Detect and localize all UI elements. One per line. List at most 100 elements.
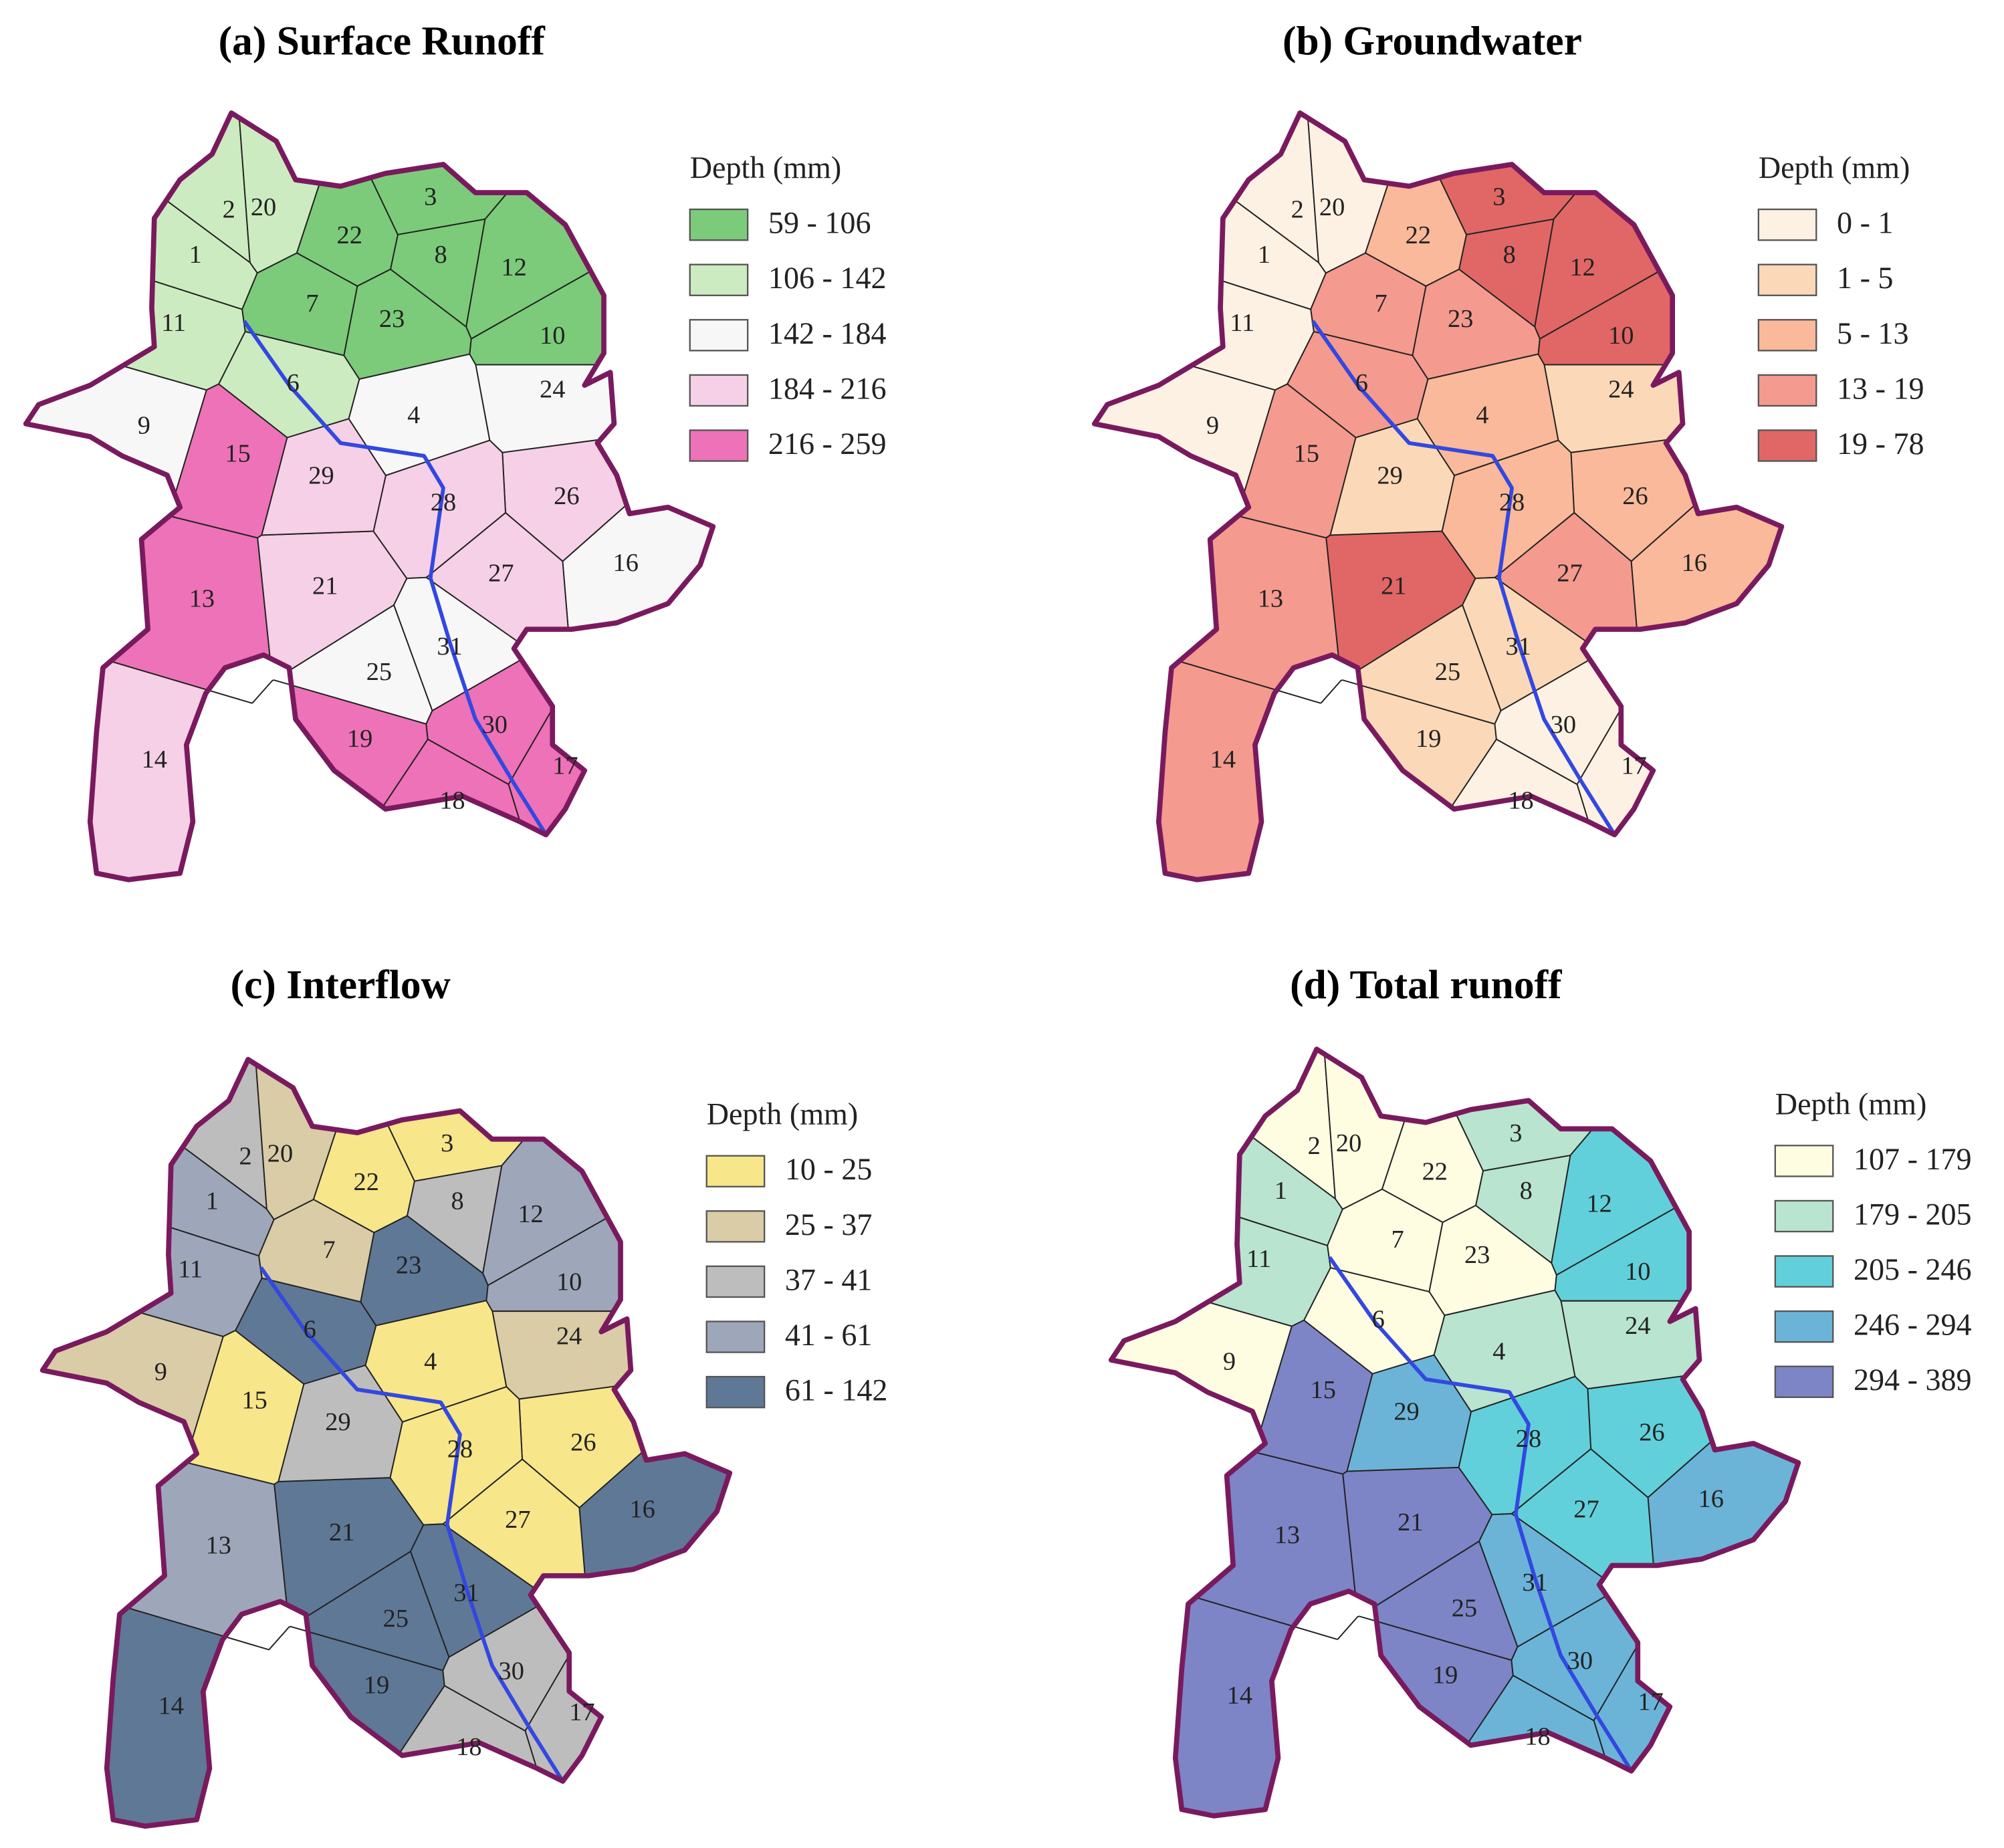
legend-swatch [689,263,749,296]
legend-title: Depth (mm) [707,1097,859,1131]
subbasin-label: 28 [1516,1425,1541,1453]
subbasin-label: 4 [1476,401,1488,429]
subbasin-label: 26 [570,1429,596,1457]
map-panel: 12 34678910111213141516171819202122232425… [1091,110,1924,883]
subbasin [89,661,253,881]
subbasin-label: 24 [1608,376,1634,404]
subbasin-label: 18 [1508,786,1533,814]
basin-outline [1091,110,1785,883]
subbasin-label: 19 [364,1671,389,1700]
subbasin-label: 9 [1206,411,1219,439]
legend-label: 246 - 294 [1854,1308,1972,1342]
legend-label: 106 - 142 [768,261,887,295]
subbasin [1157,661,1321,881]
subbasin-label: 1 [189,241,202,269]
subbasin-label: 30 [1551,711,1576,739]
legend-swatch [1774,1365,1834,1398]
subbasin-label: 17 [569,1698,594,1726]
legend-label: 37 - 41 [785,1262,873,1296]
subbasin-label: 11 [178,1255,203,1283]
legend-label: 0 - 1 [1837,206,1893,240]
legend-swatch [705,1320,766,1353]
subbasin-label: 4 [407,401,420,429]
subbasin-label: 10 [1608,322,1634,350]
legend-label: 10 - 25 [785,1152,873,1186]
basin-outline [1108,1046,1801,1819]
subbasin-label: 19 [347,725,372,753]
subbasin-label: 31 [453,1579,479,1607]
legend-swatch [705,1265,766,1298]
subbasin-label: 2 [1308,1132,1321,1160]
subbasin-label: 28 [447,1435,473,1463]
subbasin-label: 29 [1377,461,1402,489]
legend-label: 61 - 142 [785,1373,888,1407]
subbasin-label: 15 [241,1386,267,1414]
subbasin-label: 18 [456,1733,481,1761]
subbasin-label: 22 [1406,221,1431,249]
subbasin-label: 4 [424,1348,437,1376]
panel-title: (c) Interflow [231,962,451,1008]
subbasin-label: 23 [1464,1241,1490,1269]
subbasin-label: 6 [1355,369,1368,397]
subbasin-label: 21 [1381,572,1406,600]
legend-label: 205 - 246 [1854,1252,1972,1286]
subbasin-label: 25 [366,658,392,686]
legend-label: 13 - 19 [1837,371,1924,405]
subbasin-label: 17 [552,752,578,780]
legend-label: 142 - 184 [768,316,887,350]
subbasin-label: 20 [267,1140,293,1168]
subbasin-label: 25 [1452,1594,1477,1622]
subbasin-label: 7 [1391,1226,1404,1254]
legend-label: 294 - 389 [1854,1363,1972,1397]
subbasin-label: 12 [1586,1189,1611,1218]
river [242,320,548,836]
subbasin-label: 20 [1336,1129,1361,1157]
subbasin-label: 22 [354,1168,379,1196]
legend-swatch [705,1210,766,1243]
subbasin-label: 13 [1274,1521,1300,1549]
legend-label: 25 - 37 [785,1207,873,1242]
subbasin-label: 17 [1621,752,1646,780]
subbasin-label: 27 [505,1506,530,1534]
subbasin-label: 11 [1230,309,1254,337]
subbasin-label: 9 [154,1358,167,1386]
subbasin-label: 21 [312,572,338,600]
subbasin-label: 13 [206,1531,231,1559]
legend-swatch [1757,208,1817,241]
legend-swatch [1774,1310,1834,1343]
subbasin-label: 11 [161,309,186,337]
subbasin-label: 4 [1492,1337,1505,1365]
subbasin-label: 8 [1520,1177,1533,1205]
subbasin-label: 7 [1375,290,1387,318]
subbasin-label: 3 [424,183,437,211]
subbasin-label: 2 [223,196,235,224]
legend-swatch [705,1375,766,1409]
subbasin-label: 16 [1698,1485,1724,1513]
legend-swatch [1757,263,1817,296]
subbasin-label: 24 [1625,1312,1650,1340]
subbasin-label: 31 [1505,632,1531,661]
subbasin-label: 17 [1638,1688,1663,1716]
subbasin-label: 8 [1503,241,1516,269]
subbasin-label: 10 [556,1268,582,1296]
subbasin-label: 25 [383,1605,409,1633]
subbasin-label: 1 [1274,1177,1287,1205]
subbasin-label: 1 [206,1187,219,1216]
subbasin-label: 14 [142,745,167,774]
subbasin-label: 14 [1210,745,1236,774]
subbasin-label: 19 [1432,1661,1458,1689]
subbasin-label: 22 [1422,1157,1448,1185]
subbasin-label: 22 [337,221,362,249]
subbasin-label: 31 [437,632,462,661]
subbasin-label: 27 [488,559,514,587]
subbasin-label: 18 [439,786,465,814]
subbasin-label: 23 [1448,305,1473,333]
map-panel: 12 34678910111213141516171819202122232425… [23,110,887,883]
subbasin-label: 3 [1509,1119,1522,1147]
subbasin-label: 6 [287,369,300,397]
subbasin-label: 21 [329,1518,354,1546]
panel-title: (a) Surface Runoff [219,18,546,64]
subbasin-label: 20 [251,193,276,221]
subbasin-label: 26 [1639,1418,1664,1446]
subbasin-label: 19 [1416,725,1441,753]
